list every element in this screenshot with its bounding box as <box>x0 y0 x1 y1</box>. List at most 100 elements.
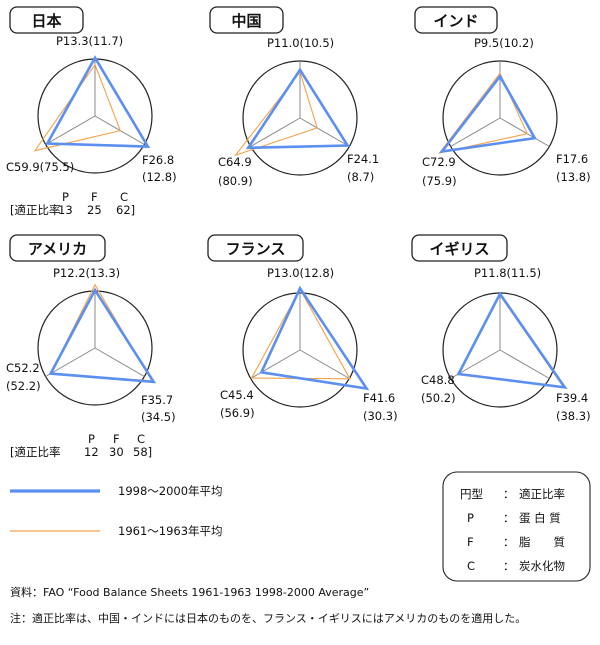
value-label-f: (12.8) <box>142 170 177 184</box>
ratio-block-japan: P F C [適正比率 13 25 62] <box>10 190 135 217</box>
radar-panel: フランス P13.0(12.8) F41.6 (30.3) C45.4 (56.9) <box>207 234 398 423</box>
panel-title-box <box>414 6 498 34</box>
axis-line-c <box>250 117 301 147</box>
axis-line-c <box>450 117 501 147</box>
value-label-p: P11.8(11.5) <box>474 266 541 280</box>
ratio-prefix: [適正比率 <box>10 445 61 459</box>
legend-value: 脂 質 <box>519 535 565 549</box>
ratio-head-c: C <box>137 432 145 446</box>
panel-title-box <box>411 234 508 262</box>
value-label-f: F26.8 <box>142 153 174 167</box>
ratio-value-c: 58] <box>133 445 152 459</box>
panel-title: 日本 <box>31 12 61 30</box>
value-label-p: P13.3(11.7) <box>56 34 123 48</box>
ratio-head-c: C <box>120 190 128 204</box>
axis-line-c <box>250 349 301 379</box>
ratio-head-f: F <box>91 190 98 204</box>
legend-key: F <box>467 535 474 549</box>
value-label-c: (56.9) <box>220 406 255 420</box>
panel-title-box <box>9 6 84 34</box>
value-label-f: (13.8) <box>556 170 591 184</box>
panel-title: アメリカ <box>28 240 87 258</box>
value-label-c: C52.2 <box>6 361 40 375</box>
legend-label-2000: 1998～2000年平均 <box>118 484 223 498</box>
axis-line-f <box>299 349 350 379</box>
legend-sep: ： <box>503 559 515 573</box>
panel-title: イギリス <box>429 240 489 258</box>
ratio-block-usa: P F C [適正比率 12 30 58] <box>10 432 152 459</box>
series-2000-polygon <box>48 287 157 384</box>
axis-line-f <box>499 349 550 379</box>
series-2000-polygon <box>245 67 350 150</box>
radar-panel: 中国 P11.0(10.5) F24.1 (8.7) C64.9 (80.9) <box>209 6 379 188</box>
panel-title: フランス <box>226 240 286 258</box>
value-label-c: C45.4 <box>220 388 254 402</box>
legend-value: 炭水化物 <box>519 559 565 573</box>
series-1961-polygon <box>234 70 318 157</box>
panel-title: インド <box>433 12 478 30</box>
value-label-f: F41.6 <box>363 391 395 405</box>
ratio-prefix: [適正比率 <box>10 203 61 217</box>
ratio-head-p: P <box>88 432 95 446</box>
legend-label-1961: 1961～1963年平均 <box>118 524 223 538</box>
ratio-value-c: 62] <box>116 203 135 217</box>
value-label-f: (30.3) <box>363 409 398 423</box>
axis-line-f <box>499 117 550 147</box>
series-1961-polygon <box>33 63 122 152</box>
value-label-c: C48.8 <box>421 373 455 387</box>
radar-panel: 日本 P13.3(11.7) F26.8 (12.8) C59.9(75.5) <box>6 6 177 184</box>
value-label-f: F17.6 <box>556 152 588 166</box>
value-label-f: F39.4 <box>556 391 588 405</box>
value-label-p: P9.5(10.2) <box>474 36 534 50</box>
value-label-p: P12.2(13.3) <box>53 266 120 280</box>
radar-panel: インド P9.5(10.2) F17.6 (13.8) C72.9 (75.9) <box>414 6 591 188</box>
legend-value: 適正比率 <box>519 487 565 501</box>
value-label-c: (75.9) <box>422 174 457 188</box>
legend-value: 蛋 白 質 <box>519 511 561 525</box>
source-note: 資料：FAO “Food Balance Sheets 1961-1963 19… <box>10 585 369 599</box>
ratio-value-p: 13 <box>58 203 73 217</box>
ratio-head-p: P <box>62 190 69 204</box>
value-label-f: (38.3) <box>556 409 591 423</box>
axis-line-f <box>299 117 350 147</box>
series-2000-polygon <box>456 291 568 390</box>
value-label-c: C72.9 <box>422 155 456 169</box>
panel-title-box <box>207 234 304 262</box>
value-label-f: (8.7) <box>347 170 374 184</box>
value-label-c: (52.2) <box>6 379 41 393</box>
legend-key: C <box>467 559 475 573</box>
legend-sep: ： <box>503 487 515 501</box>
value-label-c: (80.9) <box>218 174 253 188</box>
value-label-p: P11.0(10.5) <box>267 36 334 50</box>
axis-line-f <box>94 347 145 377</box>
panel-title-box <box>209 6 284 34</box>
axis-line-c <box>45 347 96 377</box>
ratio-head-f: F <box>113 432 120 446</box>
value-label-p: P13.0(12.8) <box>267 266 334 280</box>
panel-title-box <box>9 234 106 262</box>
series-2000-polygon <box>439 73 537 154</box>
series-1961-polygon <box>438 72 528 154</box>
series-2000-polygon <box>259 285 370 391</box>
radar-panel: アメリカ P12.2(13.3) F35.7 (34.5) C52.2 (52.2) <box>6 234 176 424</box>
ratio-value-f: 25 <box>87 203 102 217</box>
panel-title: 中国 <box>231 12 261 30</box>
legend-sep: ： <box>503 535 515 549</box>
value-label-c: C59.9(75.5) <box>6 160 74 174</box>
footnote: 注：適正比率は、中国・インドには日本のものを、フランス・イギリスにはアメリカのも… <box>10 611 526 625</box>
value-label-c: C64.9 <box>218 155 252 169</box>
value-label-f: F24.1 <box>347 152 379 166</box>
legend-lines: 1998～2000年平均 1961～1963年平均 <box>10 484 223 538</box>
series-1961-polygon <box>250 288 351 380</box>
legend-key: 円型 <box>460 487 483 501</box>
value-label-f: (34.5) <box>141 410 176 424</box>
legend-box: 円型 ： 適正比率 P ： 蛋 白 質 F ： 脂 質 C ： 炭水化物 <box>442 471 591 582</box>
axis-line-c <box>45 115 96 145</box>
legend-key: P <box>467 511 474 525</box>
charts-group: 日本 P13.3(11.7) F26.8 (12.8) C59.9(75.5) 中国 P11… <box>6 6 591 424</box>
legend-box-frame <box>442 471 591 582</box>
legend-sep: ： <box>503 511 515 525</box>
ratio-value-f: 30 <box>109 445 124 459</box>
radar-panel: イギリス P11.8(11.5) F39.4 (38.3) C48.8 (50.2) <box>411 234 591 423</box>
